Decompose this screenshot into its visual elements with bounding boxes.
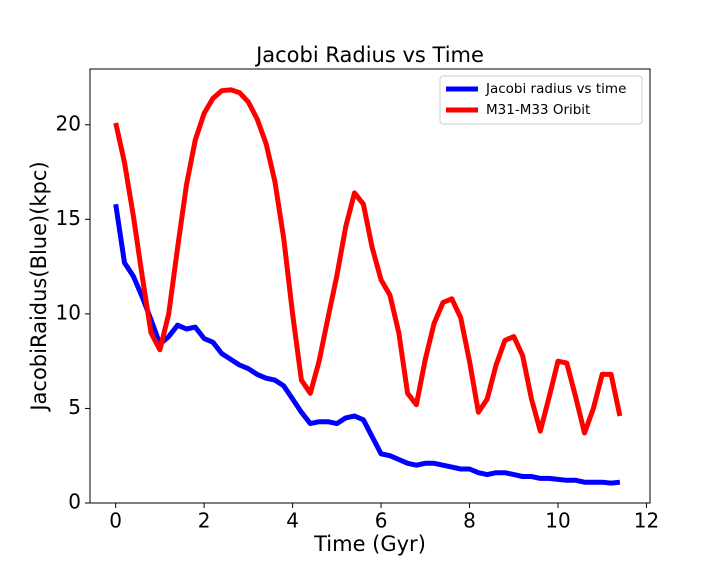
x-tick-label: 12 xyxy=(634,509,659,533)
legend-label: M31-M33 Oribit xyxy=(486,102,590,118)
series-line xyxy=(113,87,623,436)
legend-box xyxy=(439,75,643,125)
chart-title: Jacobi Radius vs Time xyxy=(254,43,484,67)
y-tick-label: 10 xyxy=(56,300,81,324)
x-tick-label: 6 xyxy=(375,509,388,533)
x-tick-label: 10 xyxy=(545,509,570,533)
x-tick-label: 2 xyxy=(198,509,211,533)
y-tick-label: 0 xyxy=(68,490,81,514)
legend-label: Jacobi radius vs time xyxy=(485,81,626,97)
x-axis-label: Time (Gyr) xyxy=(313,532,426,556)
x-tick-label: 8 xyxy=(463,509,476,533)
x-tick-label: 0 xyxy=(109,509,122,533)
x-tick-label: 4 xyxy=(286,509,299,533)
series-line xyxy=(113,203,621,486)
plot-frame xyxy=(89,68,651,504)
y-tick-label: 15 xyxy=(56,206,81,230)
y-tick-label: 20 xyxy=(56,111,81,135)
y-axis-label: JacobiRaidus(Blue)(kpc) xyxy=(27,161,51,412)
y-tick-label: 5 xyxy=(68,395,81,419)
